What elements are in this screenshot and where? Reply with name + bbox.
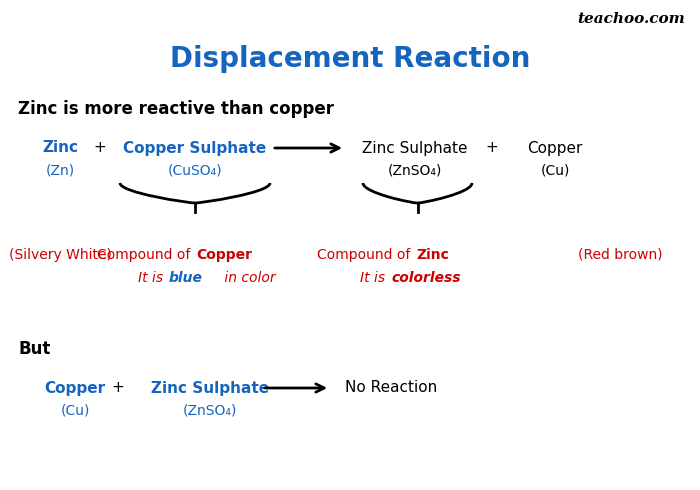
Text: Copper: Copper <box>44 381 106 395</box>
Text: (Zn): (Zn) <box>46 163 75 177</box>
Text: in color: in color <box>220 271 276 285</box>
Text: Copper: Copper <box>527 141 582 155</box>
Text: (ZnSO₄): (ZnSO₄) <box>183 403 237 417</box>
Text: Displacement Reaction: Displacement Reaction <box>170 45 530 73</box>
Text: Zinc Sulphate: Zinc Sulphate <box>363 141 468 155</box>
Text: Zinc Sulphate: Zinc Sulphate <box>151 381 269 395</box>
Text: +: + <box>94 141 106 155</box>
Text: (Red brown): (Red brown) <box>578 248 662 262</box>
Text: (Cu): (Cu) <box>60 403 90 417</box>
Text: No Reaction: No Reaction <box>345 381 438 395</box>
Text: Copper Sulphate: Copper Sulphate <box>123 141 267 155</box>
Text: teachoo.com: teachoo.com <box>578 12 685 26</box>
Text: Compound of: Compound of <box>97 248 195 262</box>
Text: Compound of: Compound of <box>317 248 415 262</box>
Text: (Cu): (Cu) <box>540 163 570 177</box>
Text: colorless: colorless <box>391 271 461 285</box>
Text: It is: It is <box>360 271 390 285</box>
Text: But: But <box>18 340 50 358</box>
Text: Zinc: Zinc <box>416 248 449 262</box>
Text: Copper: Copper <box>196 248 252 262</box>
Text: +: + <box>486 141 498 155</box>
Text: blue: blue <box>169 271 203 285</box>
Text: (CuSO₄): (CuSO₄) <box>168 163 223 177</box>
Text: +: + <box>111 381 125 395</box>
Text: (ZnSO₄): (ZnSO₄) <box>388 163 442 177</box>
Text: Zinc is more reactive than copper: Zinc is more reactive than copper <box>18 100 334 118</box>
Text: Zinc: Zinc <box>42 141 78 155</box>
Text: It is: It is <box>139 271 168 285</box>
Text: (Silvery White): (Silvery White) <box>8 248 111 262</box>
